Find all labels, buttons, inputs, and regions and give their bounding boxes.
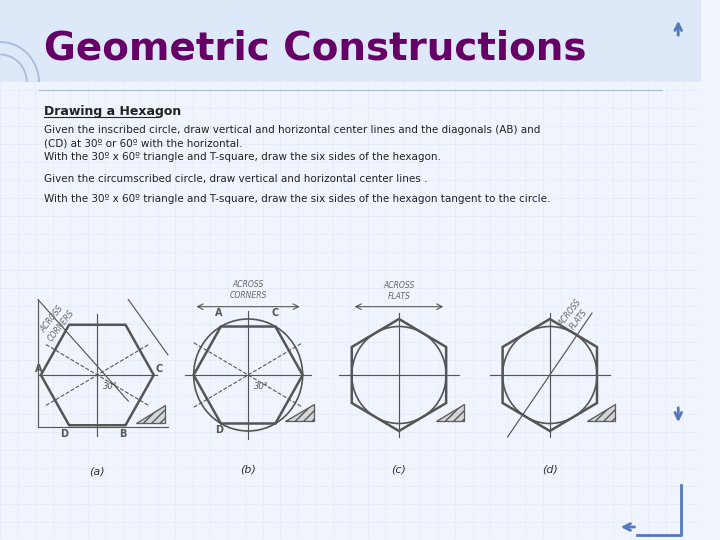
Text: ACROSS
FLATS: ACROSS FLATS bbox=[557, 298, 592, 335]
Text: With the 30º x 60º triangle and T-square, draw the six sides of the hexagon.: With the 30º x 60º triangle and T-square… bbox=[44, 152, 441, 162]
Polygon shape bbox=[285, 404, 313, 421]
Polygon shape bbox=[135, 405, 165, 423]
FancyBboxPatch shape bbox=[0, 0, 701, 82]
Polygon shape bbox=[436, 404, 464, 421]
Text: D: D bbox=[215, 425, 223, 435]
Text: C: C bbox=[271, 308, 278, 318]
Text: D: D bbox=[60, 429, 68, 439]
Text: A: A bbox=[215, 308, 223, 318]
Text: (b): (b) bbox=[240, 465, 256, 475]
Text: Geometric Constructions: Geometric Constructions bbox=[44, 29, 586, 67]
Text: ACROSS
CORNERS: ACROSS CORNERS bbox=[230, 280, 267, 300]
Text: 30°: 30° bbox=[103, 382, 118, 391]
Text: (c): (c) bbox=[392, 465, 406, 475]
Text: A: A bbox=[35, 364, 42, 374]
Text: Drawing a Hexagon: Drawing a Hexagon bbox=[44, 105, 181, 118]
Text: C: C bbox=[156, 364, 163, 374]
Text: With the 30º x 60º triangle and T-square, draw the six sides of the hexagon tang: With the 30º x 60º triangle and T-square… bbox=[44, 194, 550, 204]
Text: ACROSS
FLATS: ACROSS FLATS bbox=[383, 281, 415, 301]
Text: B: B bbox=[119, 429, 126, 439]
Text: Given the circumscribed circle, draw vertical and horizontal center lines .: Given the circumscribed circle, draw ver… bbox=[44, 174, 427, 184]
Text: Given the inscribed circle, draw vertical and horizontal center lines and the di: Given the inscribed circle, draw vertica… bbox=[44, 125, 540, 148]
Polygon shape bbox=[587, 404, 615, 421]
Text: ACROSS
CORNERS: ACROSS CORNERS bbox=[37, 302, 76, 343]
Text: (a): (a) bbox=[89, 467, 105, 477]
Text: (d): (d) bbox=[542, 465, 558, 475]
Text: 30°: 30° bbox=[254, 382, 269, 391]
